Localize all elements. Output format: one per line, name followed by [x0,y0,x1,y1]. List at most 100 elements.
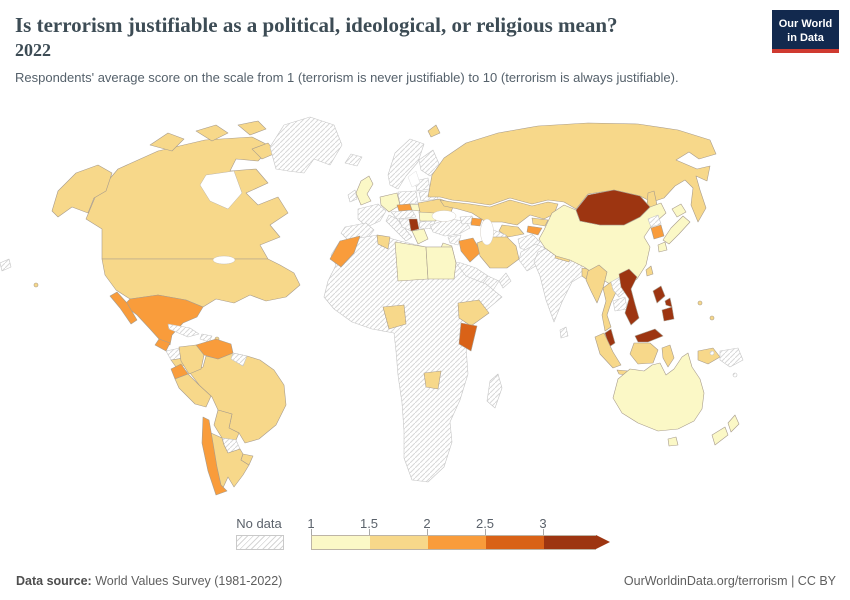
antimeridian-sliver[interactable] [0,258,12,272]
country-new-zealand-south[interactable] [711,426,729,446]
region-africa-no-data[interactable] [323,234,503,483]
melanesia-dot2[interactable] [732,372,738,378]
country-nigeria[interactable] [382,304,407,330]
country-usa[interactable] [101,258,301,308]
country-germany[interactable] [379,192,401,213]
country-japan-honshu[interactable] [662,215,691,245]
country-vietnam[interactable] [618,268,640,326]
legend-band-2-5[interactable] [486,535,544,550]
legend-tick-label-1-5: 1.5 [359,516,379,531]
country-canada-arctic2[interactable] [195,124,229,142]
country-mexico-baja[interactable] [109,291,138,325]
country-laos[interactable] [610,276,629,298]
country-kazakhstan[interactable] [439,199,559,226]
country-uruguay[interactable] [240,453,254,466]
caspian-sea-water [480,218,494,246]
country-france[interactable] [357,203,387,228]
country-mongolia[interactable] [575,189,651,226]
country-bolivia[interactable] [213,409,240,441]
country-oman[interactable] [498,272,512,289]
country-myanmar[interactable] [585,264,608,304]
country-kenya[interactable] [458,322,478,352]
legend-tick-mark [369,529,370,537]
country-russia[interactable] [427,122,717,223]
country-guyanas[interactable] [230,352,248,367]
country-taiwan[interactable] [645,265,654,277]
logo-line2: in Data [787,31,824,44]
country-chile[interactable] [201,416,228,496]
country-canada-arctic1[interactable] [149,132,185,152]
logo-accent-bar [772,49,839,53]
country-japan-hokkaido[interactable] [671,203,687,218]
country-sri-lanka[interactable] [559,326,569,339]
country-north-korea[interactable] [647,214,662,228]
country-russia-novaya-zemlya[interactable] [427,124,441,138]
country-uk[interactable] [355,175,374,206]
country-indonesia-sulawesi[interactable] [661,344,675,368]
legend-band-1[interactable] [311,535,370,550]
country-usa-hawaii[interactable] [33,282,39,288]
country-tajikistan[interactable] [526,225,543,236]
no-data-label: No data [236,516,282,531]
country-peru[interactable] [174,373,212,408]
country-azerbaijan[interactable] [470,217,483,227]
country-indonesia-papua[interactable] [697,347,721,365]
country-south-korea[interactable] [650,224,665,240]
country-japan-kyushu[interactable] [657,241,668,253]
hudson-bay-water [199,170,243,210]
country-papua-new-guinea[interactable] [719,347,744,368]
country-zimbabwe[interactable] [423,370,442,390]
country-new-zealand-north[interactable] [727,414,740,433]
country-morocco[interactable] [329,235,361,268]
country-syria[interactable] [447,234,462,246]
country-australia[interactable] [612,352,705,432]
country-canada[interactable] [85,136,289,260]
country-cambodia[interactable] [612,296,628,312]
country-indonesia-sumatra[interactable] [594,332,622,369]
subtitle: Respondents' average score on the scale … [15,70,679,86]
country-czechia[interactable] [396,203,413,212]
melanesia-dot1[interactable] [709,350,715,356]
country-madagascar[interactable] [486,373,503,409]
country-serbia[interactable] [408,218,420,232]
country-norway-sweden[interactable] [387,138,425,190]
legend-band-1-5[interactable] [370,535,428,550]
country-greenland[interactable] [269,116,343,174]
country-slovakia[interactable] [409,203,422,212]
country-philippines-visayas[interactable] [664,297,673,308]
country-philippines-luzon[interactable] [652,285,666,304]
country-uzbekistan[interactable] [498,224,525,238]
country-italy[interactable] [385,214,413,242]
world-choropleth-map [0,116,744,496]
country-egypt[interactable] [425,246,457,280]
country-kyrgyzstan[interactable] [531,217,549,227]
credit-link[interactable]: OurWorldinData.org/terrorism | CC BY [623,574,836,588]
legend-band-3[interactable] [544,535,596,550]
country-iceland[interactable] [344,153,363,167]
country-romania[interactable] [418,211,437,222]
footer: Data source: World Values Survey (1981-2… [16,574,836,588]
country-canada-arctic3[interactable] [237,120,267,136]
legend-scale: 1 1.5 2 2.5 3 [307,513,611,553]
country-tunisia[interactable] [376,234,391,250]
pacific-island-dot1[interactable] [697,300,703,306]
pacific-island-dot2[interactable] [709,315,715,321]
country-usa-alaska[interactable] [51,164,113,218]
great-lakes-water [212,255,236,265]
legend-color-bar[interactable] [311,534,610,550]
country-indonesia-kalimantan[interactable] [629,342,659,365]
country-poland[interactable] [397,190,419,206]
country-australia-tasmania[interactable] [667,436,679,447]
country-philippines-mindanao[interactable] [661,306,675,322]
country-ethiopia[interactable] [457,299,490,327]
country-greece[interactable] [411,228,429,245]
country-malaysia-east[interactable] [634,328,664,343]
country-cuba[interactable] [167,323,200,338]
country-mexico[interactable] [123,294,204,346]
no-data-swatch[interactable] [236,535,284,550]
country-colombia[interactable] [178,344,205,375]
country-ireland[interactable] [347,189,358,203]
legend-band-2[interactable] [428,535,486,550]
country-libya[interactable] [394,241,429,282]
country-iraq[interactable] [458,237,482,263]
